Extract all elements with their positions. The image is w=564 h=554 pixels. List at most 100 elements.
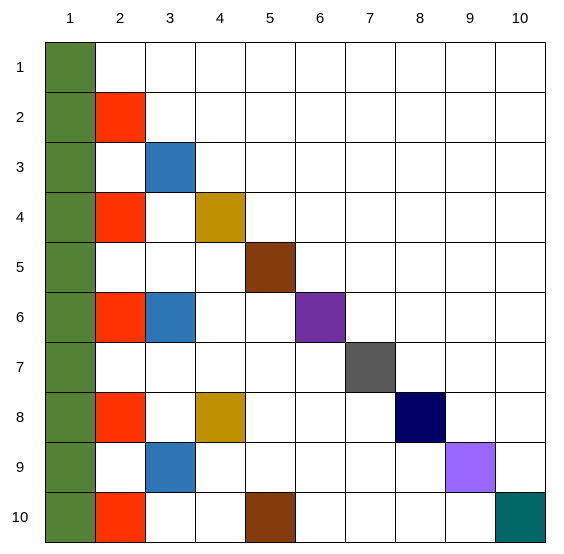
grid-cell-r8-c6 [296, 393, 346, 443]
grid-cell-r6-c8 [396, 293, 446, 343]
filled-cell-r1-c1 [46, 43, 96, 93]
grid-cell-r9-c10 [496, 443, 546, 493]
filled-cell-r6-c6 [296, 293, 346, 343]
grid-cell-r6-c9 [446, 293, 496, 343]
filled-cell-r5-c5 [246, 243, 296, 293]
row-label-4: 4 [15, 209, 25, 226]
filled-cell-r5-c1 [46, 243, 96, 293]
grid-cell-r7-c6 [296, 343, 346, 393]
filled-cell-r7-c7 [346, 343, 396, 393]
filled-cell-r6-c3 [146, 293, 196, 343]
row-label-5: 5 [15, 259, 25, 276]
grid-cell-r1-c3 [146, 43, 196, 93]
grid-cell-r2-c5 [246, 93, 296, 143]
grid-cell-r1-c6 [296, 43, 346, 93]
grid-cell-r5-c9 [446, 243, 496, 293]
grid-cell-r6-c4 [196, 293, 246, 343]
grid-cell-r3-c7 [346, 143, 396, 193]
filled-cell-r10-c5 [246, 493, 296, 543]
grid-cell-r4-c3 [146, 193, 196, 243]
grid-cell-r4-c5 [246, 193, 296, 243]
filled-cell-r9-c3 [146, 443, 196, 493]
grid-cell-r2-c4 [196, 93, 246, 143]
grid-cell-r7-c5 [246, 343, 296, 393]
filled-cell-r2-c2 [96, 93, 146, 143]
grid-cell-r1-c9 [446, 43, 496, 93]
grid-cell-r8-c10 [496, 393, 546, 443]
grid-cell-r3-c2 [96, 143, 146, 193]
grid-cell-r3-c8 [396, 143, 446, 193]
grid-cell-r5-c10 [496, 243, 546, 293]
filled-cell-r10-c1 [46, 493, 96, 543]
column-label-6: 6 [315, 10, 325, 27]
filled-cell-r4-c2 [96, 193, 146, 243]
grid-cell-r10-c6 [296, 493, 346, 543]
column-label-4: 4 [215, 10, 225, 27]
column-label-5: 5 [265, 10, 275, 27]
grid-cell-r4-c10 [496, 193, 546, 243]
grid-cell-r7-c10 [496, 343, 546, 393]
grid-cell-r8-c5 [246, 393, 296, 443]
grid-cell-r9-c5 [246, 443, 296, 493]
filled-cell-r6-c2 [96, 293, 146, 343]
grid-cell-r5-c3 [146, 243, 196, 293]
column-label-2: 2 [115, 10, 125, 27]
column-label-7: 7 [365, 10, 375, 27]
grid-cell-r5-c4 [196, 243, 246, 293]
row-label-6: 6 [15, 309, 25, 326]
row-label-9: 9 [15, 459, 25, 476]
grid-cell-r6-c7 [346, 293, 396, 343]
grid-cell-r2-c6 [296, 93, 346, 143]
grid-cell-r9-c8 [396, 443, 446, 493]
grid-cell-r8-c9 [446, 393, 496, 443]
grid-cell-r6-c5 [246, 293, 296, 343]
row-label-7: 7 [15, 359, 25, 376]
grid-cell-r9-c7 [346, 443, 396, 493]
grid-cell-r6-c10 [496, 293, 546, 343]
filled-cell-r2-c1 [46, 93, 96, 143]
grid-cell-r2-c7 [346, 93, 396, 143]
grid-cell-r5-c7 [346, 243, 396, 293]
filled-cell-r3-c1 [46, 143, 96, 193]
grid-cell-r3-c9 [446, 143, 496, 193]
filled-cell-r8-c4 [196, 393, 246, 443]
grid-cell-r9-c2 [96, 443, 146, 493]
column-label-1: 1 [65, 10, 75, 27]
filled-cell-r10-c10 [496, 493, 546, 543]
grid-cell-r8-c7 [346, 393, 396, 443]
grid-cell-r3-c5 [246, 143, 296, 193]
grid-cell-r10-c4 [196, 493, 246, 543]
filled-cell-r8-c1 [46, 393, 96, 443]
grid-cell-r1-c10 [496, 43, 546, 93]
grid-cell-r9-c6 [296, 443, 346, 493]
grid-cell-r1-c4 [196, 43, 246, 93]
grid-cell-r2-c3 [146, 93, 196, 143]
row-label-2: 2 [15, 109, 25, 126]
row-label-1: 1 [15, 59, 25, 76]
grid-cell-r7-c9 [446, 343, 496, 393]
filled-cell-r8-c2 [96, 393, 146, 443]
grid-cell-r2-c8 [396, 93, 446, 143]
filled-cell-r4-c4 [196, 193, 246, 243]
grid-cell-r10-c7 [346, 493, 396, 543]
grid-cell-r4-c8 [396, 193, 446, 243]
grid-cell-r7-c2 [96, 343, 146, 393]
grid-cell-r2-c10 [496, 93, 546, 143]
grid-cell-r1-c7 [346, 43, 396, 93]
filled-cell-r7-c1 [46, 343, 96, 393]
filled-cell-r9-c1 [46, 443, 96, 493]
grid-cell-r8-c3 [146, 393, 196, 443]
grid-cell-r3-c10 [496, 143, 546, 193]
filled-cell-r10-c2 [96, 493, 146, 543]
grid-cell-r5-c2 [96, 243, 146, 293]
grid-cell-r3-c4 [196, 143, 246, 193]
grid-cell-r4-c9 [446, 193, 496, 243]
grid-cell-r10-c3 [146, 493, 196, 543]
grid-cell-r4-c7 [346, 193, 396, 243]
grid-cell-r1-c2 [96, 43, 146, 93]
grid-cell-r5-c8 [396, 243, 446, 293]
row-label-8: 8 [15, 409, 25, 426]
grid-cell-r4-c6 [296, 193, 346, 243]
grid-cell-r5-c6 [296, 243, 346, 293]
grid-cell-r7-c8 [396, 343, 446, 393]
